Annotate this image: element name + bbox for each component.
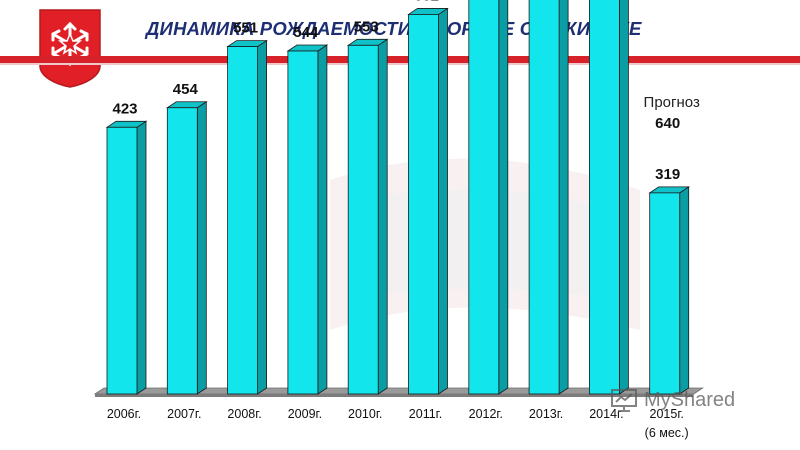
bar-side	[679, 186, 690, 395]
bar-value-label: 551	[233, 20, 258, 37]
bar	[589, 0, 620, 395]
bar	[166, 107, 198, 395]
bar-side	[377, 38, 388, 395]
watermark: MyShared	[610, 384, 735, 416]
header-rule	[0, 56, 800, 63]
category-tick-label: 2014г.	[589, 407, 623, 421]
category-sublabel: (6 мес.)	[645, 426, 689, 440]
bar-side	[136, 120, 147, 395]
bar-value-label: 544	[293, 24, 319, 41]
forecast-label: Прогноз	[644, 94, 700, 111]
watermark-text: MyShared	[644, 388, 736, 411]
bar	[227, 46, 259, 395]
bar	[649, 192, 681, 395]
bar-value-label: 454	[173, 81, 199, 98]
bar-side	[317, 44, 328, 395]
category-tick-label: 2006г.	[107, 407, 141, 421]
chart-bars	[105, 0, 691, 395]
chart-floor-edge	[95, 394, 694, 397]
bar-side	[558, 0, 569, 395]
bar-side	[196, 101, 207, 395]
bar	[106, 126, 138, 395]
category-tick-label: 2007г.	[167, 407, 201, 421]
bar-side	[619, 0, 629, 395]
bar-value-label: 553	[354, 18, 379, 35]
bar-side	[438, 7, 448, 395]
category-tick-label: 2008г.	[227, 407, 261, 421]
bar	[287, 50, 319, 395]
category-tick-label: 2010г.	[348, 407, 382, 421]
category-tick-label: 2009г.	[288, 407, 322, 421]
category-tick-label: 2015г.	[650, 407, 684, 421]
presentation-icon	[611, 389, 637, 412]
bar-value-label: 602	[414, 0, 439, 4]
category-tick-label: 2012г.	[469, 407, 503, 421]
bar	[347, 44, 379, 395]
category-tick-label: 2013г.	[529, 407, 563, 421]
page-title: ДИНАМИКА РОЖДАЕМОСТИ В ГОРОДЕ СНЕЖИНСКЕ	[146, 18, 642, 39]
bar	[528, 0, 560, 395]
bar	[468, 0, 500, 395]
header-rule-shadow	[0, 63, 800, 65]
bar-value-label: 423	[112, 100, 137, 117]
forecast-value: 640	[655, 115, 680, 132]
bar-side	[257, 39, 268, 395]
bar-side	[498, 0, 509, 395]
bar	[408, 14, 439, 395]
chart-labels: 423 2006г. 454 2007г. 551 2008г. 544 2009г. 553 2…	[107, 0, 700, 440]
category-tick-label: 2011г.	[409, 407, 442, 421]
bar-value-label: 319	[655, 166, 680, 183]
